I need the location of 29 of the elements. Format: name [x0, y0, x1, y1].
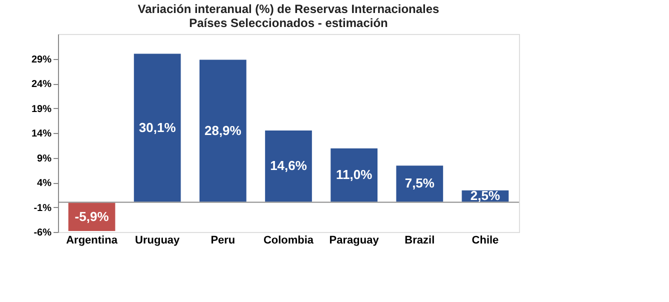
chart-title: Variación interanual (%) de Reservas Internacionales: [138, 2, 440, 16]
y-tick-label: 4%: [37, 178, 52, 189]
data-label: 11,0%: [336, 167, 373, 182]
bar: [132, 52, 182, 203]
x-tick-label: Colombia: [263, 234, 314, 246]
data-label: 7,5%: [404, 176, 435, 191]
y-tick-label: -1%: [34, 202, 52, 214]
bar: [330, 147, 379, 203]
data-label: -5,9%: [74, 208, 110, 224]
data-label: 2,5%: [470, 188, 500, 204]
x-tick-label: Chile: [472, 234, 499, 246]
x-tick-label: Argentina: [66, 234, 118, 246]
y-tick-label: 19%: [31, 104, 52, 115]
chart-subtitle: Países Seleccionados - estimación: [189, 16, 388, 30]
bar: [264, 130, 313, 203]
bar: [198, 58, 248, 203]
y-tick-label: 9%: [37, 153, 52, 164]
y-tick-label: 14%: [31, 128, 52, 140]
x-tick-label: Paraguay: [329, 234, 380, 246]
bar: [395, 164, 444, 203]
data-label: 14,6%: [270, 158, 308, 174]
x-tick-label: Uruguay: [135, 234, 181, 246]
x-tick-label: Brazil: [404, 234, 435, 246]
y-tick-label: 29%: [31, 54, 52, 66]
x-tick-label: Peru: [210, 234, 236, 246]
data-label: 28,9%: [204, 122, 242, 138]
y-tick-label: 24%: [31, 79, 52, 90]
data-label: 30,1%: [138, 120, 176, 135]
y-tick-label: -6%: [34, 228, 52, 238]
